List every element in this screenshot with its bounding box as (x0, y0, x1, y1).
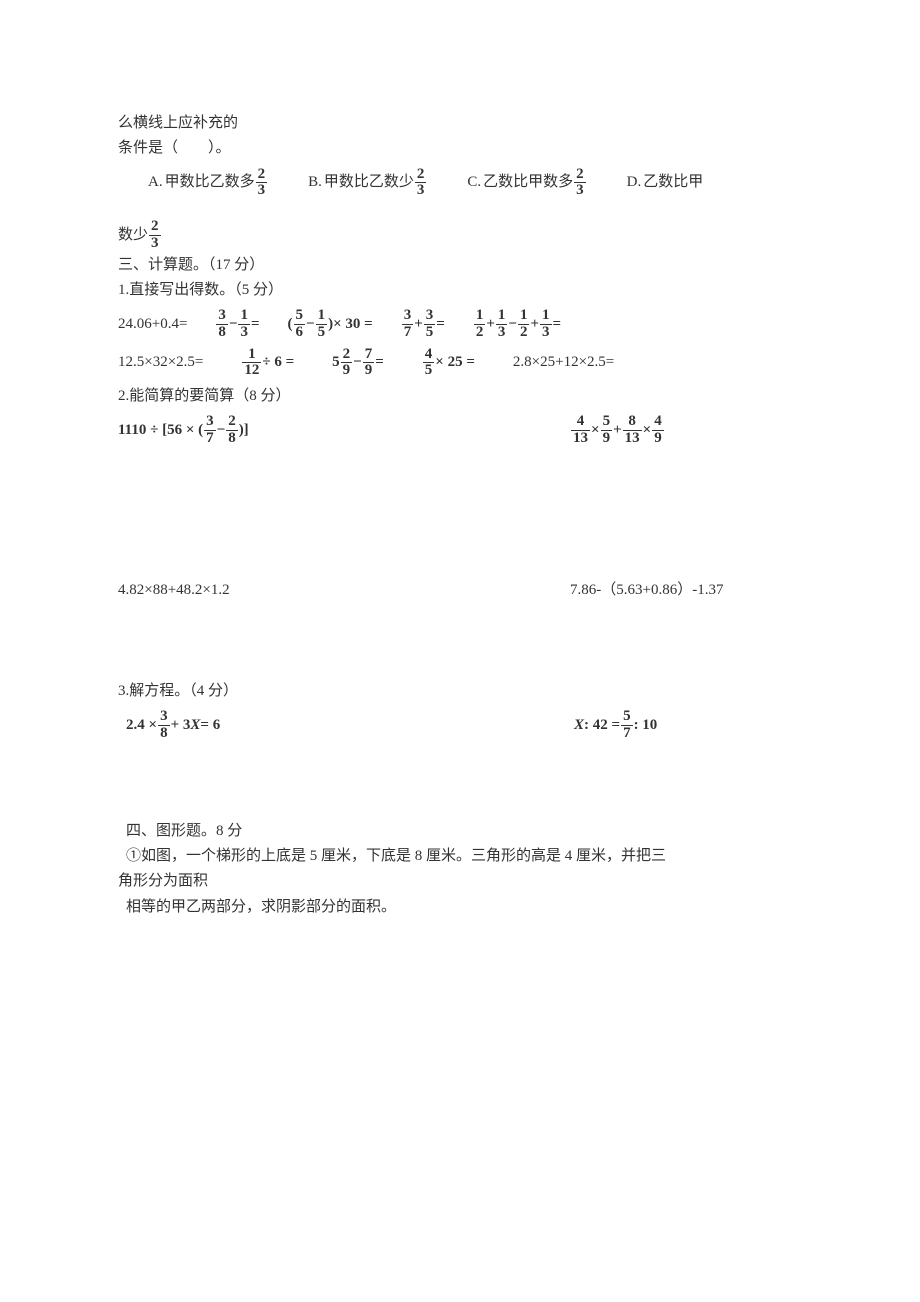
option-b: B. 甲数比乙数少 2 3 (308, 167, 427, 200)
q3-left: 2.4 × 38 + 3X = 6 (118, 709, 354, 742)
q1-r1-b: 38 − 13 = (215, 308, 259, 341)
options-row: A. 甲数比乙数多 2 3 B. 甲数比乙数少 2 3 C. 乙数比甲数多 2 … (118, 167, 802, 200)
q1-r1-c: ( 56 − 15 ) × 30 = (288, 308, 373, 341)
option-b-frac: 2 3 (415, 167, 427, 200)
q1-r2-e: 2.8×25+12×2.5= (513, 351, 614, 374)
option-a-frac: 2 3 (256, 167, 268, 200)
sec3-q2-heading: 2.能简算的要简算（8 分） (118, 385, 802, 408)
q1-row1: 24.06+0.4= 38 − 13 = ( 56 − 15 ) × 30 = … (118, 308, 802, 341)
sec4-q1-l3: 相等的甲乙两部分，求阴影部分的面积。 (118, 896, 802, 919)
sec4-heading: 四、图形题。8 分 (118, 820, 802, 843)
q2-row2: 4.82×88+48.2×1.2 7.86-（5.63+0.86）-1.37 (118, 579, 802, 602)
option-a-letter: A. (148, 171, 163, 194)
q3-right: X : 42 = 57 : 10 (354, 709, 802, 742)
option-b-letter: B. (308, 171, 322, 194)
option-c-letter: C. (467, 171, 481, 194)
q2-r1-right: 413 × 59 + 813 × 49 (350, 414, 802, 447)
q2-row1: 1110 ÷ [56 × ( 37 − 28 )] 413 × 59 + 813… (118, 414, 802, 447)
blank-space-3 (118, 748, 802, 818)
sec4-q1-l1: ①如图，一个梯形的上底是 5 厘米，下底是 8 厘米。三角形的高是 4 厘米，并… (118, 845, 802, 868)
option-d-letter: D. (627, 171, 642, 194)
q2-r2-right: 7.86-（5.63+0.86）-1.37 (350, 579, 802, 602)
q2-r2-left: 4.82×88+48.2×1.2 (118, 579, 350, 602)
q1-r2-c: 5 29 − 79 = (332, 347, 384, 380)
sec3-q1-heading: 1.直接写出得数。（5 分） (118, 279, 802, 302)
option-c: C. 乙数比甲数多 2 3 (467, 167, 586, 200)
option-a-text: 甲数比乙数多 (165, 171, 255, 194)
page-root: 么横线上应补充的 条件是（ ）。 A. 甲数比乙数多 2 3 B. 甲数比乙数少… (0, 0, 920, 981)
cont-line2: 条件是（ ）。 (118, 137, 802, 160)
sec3-heading: 三、计算题。（17 分） (118, 254, 802, 277)
option-d: D. 乙数比甲 (627, 171, 704, 194)
option-a: A. 甲数比乙数多 2 3 (148, 167, 268, 200)
sec3-q3-heading: 3.解方程。（4 分） (118, 680, 802, 703)
q1-r1-a: 24.06+0.4= (118, 313, 187, 336)
sec4-q1-l2: 角形分为面积 (118, 870, 802, 893)
blank-space-2 (118, 608, 802, 678)
option-d-frac: 2 3 (149, 219, 161, 252)
q1-r2-d: 45 × 25 = (422, 347, 475, 380)
option-b-text: 甲数比乙数少 (324, 171, 414, 194)
blank-space-1 (118, 453, 802, 573)
option-d-tail-text: 数少 (118, 224, 148, 247)
q1-r2-a: 12.5×32×2.5= (118, 351, 203, 374)
option-c-text: 乙数比甲数多 (483, 171, 573, 194)
q3-row: 2.4 × 38 + 3X = 6 X : 42 = 57 : 10 (118, 709, 802, 742)
q1-r2-b: 112 ÷ 6 = (241, 347, 294, 380)
q1-row2: 12.5×32×2.5= 112 ÷ 6 = 5 29 − 79 = 45 × … (118, 347, 802, 380)
option-c-frac: 2 3 (574, 167, 586, 200)
q2-r1-left: 1110 ÷ [56 × ( 37 − 28 )] (118, 414, 350, 447)
q1-r1-e: 12 + 13 − 12 + 13 = (473, 308, 561, 341)
cont-line1: 么横线上应补充的 (118, 112, 802, 135)
option-d-text: 乙数比甲 (643, 171, 703, 194)
q1-r1-d: 37 + 35 = (401, 308, 445, 341)
option-d-tail: 数少 2 3 (118, 205, 802, 252)
